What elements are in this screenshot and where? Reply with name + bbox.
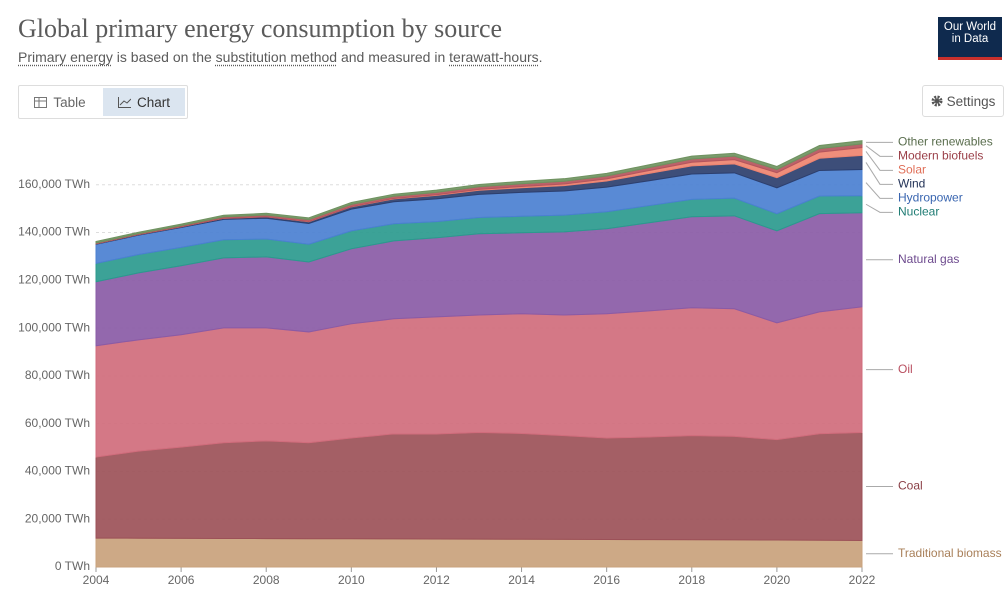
logo-text: in Data (951, 33, 989, 45)
legend-label: Other renewables (898, 134, 993, 148)
leader-line (865, 145, 893, 157)
leader-line (865, 203, 893, 213)
subtitle-text: and measured in (337, 49, 450, 65)
area (95, 140, 863, 244)
legend-label: Coal (898, 479, 923, 493)
tab-label: Table (53, 94, 86, 110)
table-tab[interactable]: Table (19, 86, 101, 118)
y-tick-label: 160,000 TWh (18, 177, 90, 191)
chart-title: Global primary energy consumption by sou… (18, 14, 503, 43)
logo-text: Our World (943, 21, 997, 33)
settings-button[interactable]: Settings (922, 85, 1004, 117)
legend-label: Traditional biomass (898, 546, 1002, 560)
gear-icon (931, 95, 943, 107)
legend-label: Natural gas (898, 252, 959, 266)
tab-label: Chart (136, 94, 170, 110)
y-tick-label: 60,000 TWh (25, 416, 90, 430)
x-tick-label: 2012 (423, 573, 450, 587)
subtitle-text: is based on the (112, 49, 216, 65)
x-tick-label: 2008 (253, 573, 280, 587)
area (95, 537, 863, 568)
y-tick-label: 140,000 TWh (18, 225, 90, 239)
y-tick-label: 80,000 TWh (25, 368, 90, 382)
legend-label: Oil (898, 362, 913, 376)
y-tick-label: 100,000 TWh (18, 320, 90, 334)
subtitle-link[interactable]: substitution method (215, 49, 338, 65)
leader-line (865, 162, 893, 185)
chart-tab[interactable]: Chart (103, 88, 185, 116)
x-tick-label: 2022 (849, 573, 876, 587)
subtitle-link[interactable]: Primary energy (18, 49, 113, 65)
leader-line (865, 151, 893, 171)
legend-label: Hydropower (898, 190, 963, 204)
legend-label: Modern biofuels (898, 148, 983, 162)
y-tick-label: 120,000 TWh (18, 273, 90, 287)
legend-label: Solar (898, 162, 926, 176)
x-tick-label: 2020 (764, 573, 791, 587)
x-tick-label: 2014 (508, 573, 535, 587)
x-tick-label: 2018 (678, 573, 705, 587)
x-tick-label: 2010 (338, 573, 365, 587)
subtitle-text: . (538, 49, 543, 65)
tab-group: Table Chart (18, 85, 188, 119)
x-tick-label: 2004 (83, 573, 110, 587)
legend-label: Nuclear (898, 204, 939, 218)
subtitle: Primary energy is based on the substitut… (18, 49, 543, 65)
y-tick-label: 20,000 TWh (25, 511, 90, 525)
subtitle-link[interactable]: terawatt-hours (449, 49, 539, 65)
area (95, 431, 863, 541)
y-tick-label: 40,000 TWh (25, 464, 90, 478)
settings-label: Settings (946, 93, 996, 109)
x-tick-label: 2006 (168, 573, 195, 587)
y-tick-label: 0 TWh (55, 559, 90, 573)
leader-line (865, 182, 893, 199)
chart-icon (117, 96, 131, 108)
legend-label: Wind (898, 176, 925, 190)
table-icon (34, 96, 48, 108)
x-tick-label: 2016 (593, 573, 620, 587)
logo[interactable]: Our World in Data (938, 17, 1002, 60)
